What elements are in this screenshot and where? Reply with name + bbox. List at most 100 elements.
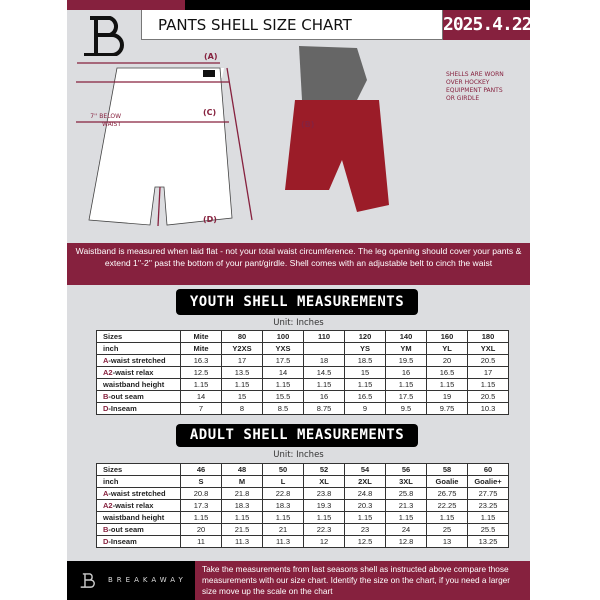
table-cell: 18.3 bbox=[221, 499, 263, 512]
table-cell: 17 bbox=[467, 366, 509, 379]
table-cell: 8 bbox=[221, 402, 263, 415]
table-cell: 23.8 bbox=[303, 487, 345, 500]
footer-brand-name: BREAKAWAY bbox=[108, 576, 187, 584]
row-label-prefix: A bbox=[103, 356, 109, 365]
table-row: B-out seam 14 15 15.5 16 16.5 17.5 19 20.5 bbox=[96, 390, 509, 403]
table-cell: 16 bbox=[385, 366, 427, 379]
table-cell: YS bbox=[344, 342, 386, 355]
table-cell: 1.15 bbox=[426, 378, 468, 391]
table-cell: 54 bbox=[344, 463, 386, 476]
table-cell: 1.15 bbox=[303, 378, 345, 391]
table-cell: YXS bbox=[262, 342, 304, 355]
table-cell: 56 bbox=[385, 463, 427, 476]
table-cell: 23.25 bbox=[467, 499, 509, 512]
table-cell: 16.5 bbox=[426, 366, 468, 379]
table-cell: 16 bbox=[303, 390, 345, 403]
row-label-text: inch bbox=[103, 477, 119, 486]
table-cell: 17 bbox=[221, 354, 263, 367]
table-row: A-waist stretched 20.8 21.8 22.8 23.8 24.8 25.… bbox=[96, 487, 509, 500]
table-cell: 17.3 bbox=[180, 499, 222, 512]
row-label: inch bbox=[96, 342, 181, 355]
table-cell: 25 bbox=[426, 523, 468, 536]
table-cell: 27.75 bbox=[467, 487, 509, 500]
row-label-text: -waist relax bbox=[112, 368, 154, 377]
shells-worn-note: SHELLS ARE WORN OVER HOCKEY EQUIPMENT PA… bbox=[446, 71, 504, 102]
table-cell: 22.8 bbox=[262, 487, 304, 500]
table-cell: Mite bbox=[180, 342, 222, 355]
table-cell: 11.3 bbox=[262, 535, 304, 548]
table-row: B-out seam 20 21.5 21 22.3 23 24 25 25.5 bbox=[96, 523, 509, 536]
table-cell: 21 bbox=[262, 523, 304, 536]
table-cell: 20.5 bbox=[467, 354, 509, 367]
table-cell: Y2XS bbox=[221, 342, 263, 355]
table-cell: 1.15 bbox=[385, 511, 427, 524]
table-cell: 9.5 bbox=[385, 402, 427, 415]
table-cell: 160 bbox=[426, 330, 468, 343]
table-cell: L bbox=[262, 475, 304, 488]
table-row: Sizes 46 48 50 52 54 56 58 60 bbox=[96, 463, 509, 476]
table-cell: 26.75 bbox=[426, 487, 468, 500]
label-b: (B) bbox=[301, 120, 315, 129]
table-cell: 13.25 bbox=[467, 535, 509, 548]
table-row: inch S M L XL 2XL 3XL Goalie Goalie+ bbox=[96, 475, 509, 488]
table-cell: 12.5 bbox=[344, 535, 386, 548]
row-label-text: -waist stretched bbox=[108, 356, 166, 365]
table-cell: 1.15 bbox=[262, 511, 304, 524]
table-cell: 20.8 bbox=[180, 487, 222, 500]
row-label-text: Sizes bbox=[103, 332, 123, 341]
table-cell: Goalie bbox=[426, 475, 468, 488]
table-cell: 1.15 bbox=[221, 378, 263, 391]
table-cell: 180 bbox=[467, 330, 509, 343]
table-cell: S bbox=[180, 475, 222, 488]
table-row: waistband height 1.15 1.15 1.15 1.15 1.15 1.15… bbox=[96, 511, 509, 524]
table-cell: 120 bbox=[344, 330, 386, 343]
row-label-prefix: D bbox=[103, 404, 109, 413]
table-cell: YXL bbox=[467, 342, 509, 355]
top-black-bar bbox=[185, 0, 530, 10]
table-cell: 21.5 bbox=[221, 523, 263, 536]
table-cell: 21.8 bbox=[221, 487, 263, 500]
table-cell: 12 bbox=[303, 535, 345, 548]
table-row: inch Mite Y2XS YXS YS YM YL YXL bbox=[96, 342, 509, 355]
row-label-prefix: B bbox=[103, 392, 109, 401]
row-label: waistband height bbox=[96, 511, 181, 524]
youth-size-table: Sizes Mite 80 100 110 120 140 160 180 inch Mite Y2X… bbox=[96, 330, 509, 415]
page-title: PANTS SHELL SIZE CHART bbox=[141, 10, 443, 40]
table-cell: 2XL bbox=[344, 475, 386, 488]
adult-unit: Unit: Inches bbox=[273, 450, 324, 460]
table-cell: 19.5 bbox=[385, 354, 427, 367]
row-label-text: inch bbox=[103, 344, 119, 353]
table-cell: 8.75 bbox=[303, 402, 345, 415]
info-band: Waistband is measured when laid flat - n… bbox=[67, 243, 530, 285]
table-cell: 140 bbox=[385, 330, 427, 343]
table-cell: 25.5 bbox=[467, 523, 509, 536]
row-label-text: waistband height bbox=[103, 513, 165, 522]
table-cell: 9.75 bbox=[426, 402, 468, 415]
row-label-text: -out seam bbox=[108, 525, 144, 534]
label-c: (C) bbox=[203, 108, 217, 117]
row-label-text: -waist stretched bbox=[108, 489, 166, 498]
table-cell: 1.15 bbox=[303, 511, 345, 524]
brand-logo-icon bbox=[84, 16, 124, 56]
row-label: inch bbox=[96, 475, 181, 488]
row-label-prefix: D bbox=[103, 537, 109, 546]
table-cell: 20 bbox=[180, 523, 222, 536]
table-row: A-waist stretched 16.3 17 17.5 18 18.5 19.5 20 2… bbox=[96, 354, 509, 367]
table-cell: 46 bbox=[180, 463, 222, 476]
table-cell: 15 bbox=[344, 366, 386, 379]
table-cell: 1.15 bbox=[344, 511, 386, 524]
table-cell: 25.8 bbox=[385, 487, 427, 500]
adult-size-table: Sizes 46 48 50 52 54 56 58 60 inch S M L XL 2XL 3XL Goal… bbox=[96, 463, 509, 548]
below-waist-note: 7'' BELOW WAIST bbox=[90, 113, 121, 128]
footer-logo-icon bbox=[80, 573, 95, 588]
row-label-text: Sizes bbox=[103, 465, 123, 474]
row-label-prefix: B bbox=[103, 525, 109, 534]
table-cell: 20.5 bbox=[467, 390, 509, 403]
table-cell: 15.5 bbox=[262, 390, 304, 403]
table-cell: 16.3 bbox=[180, 354, 222, 367]
table-cell bbox=[303, 342, 345, 355]
date-badge: 2025.4.22 bbox=[443, 10, 533, 40]
table-cell: 16.5 bbox=[344, 390, 386, 403]
table-cell: 11.3 bbox=[221, 535, 263, 548]
table-row: Sizes Mite 80 100 110 120 140 160 180 bbox=[96, 330, 509, 343]
